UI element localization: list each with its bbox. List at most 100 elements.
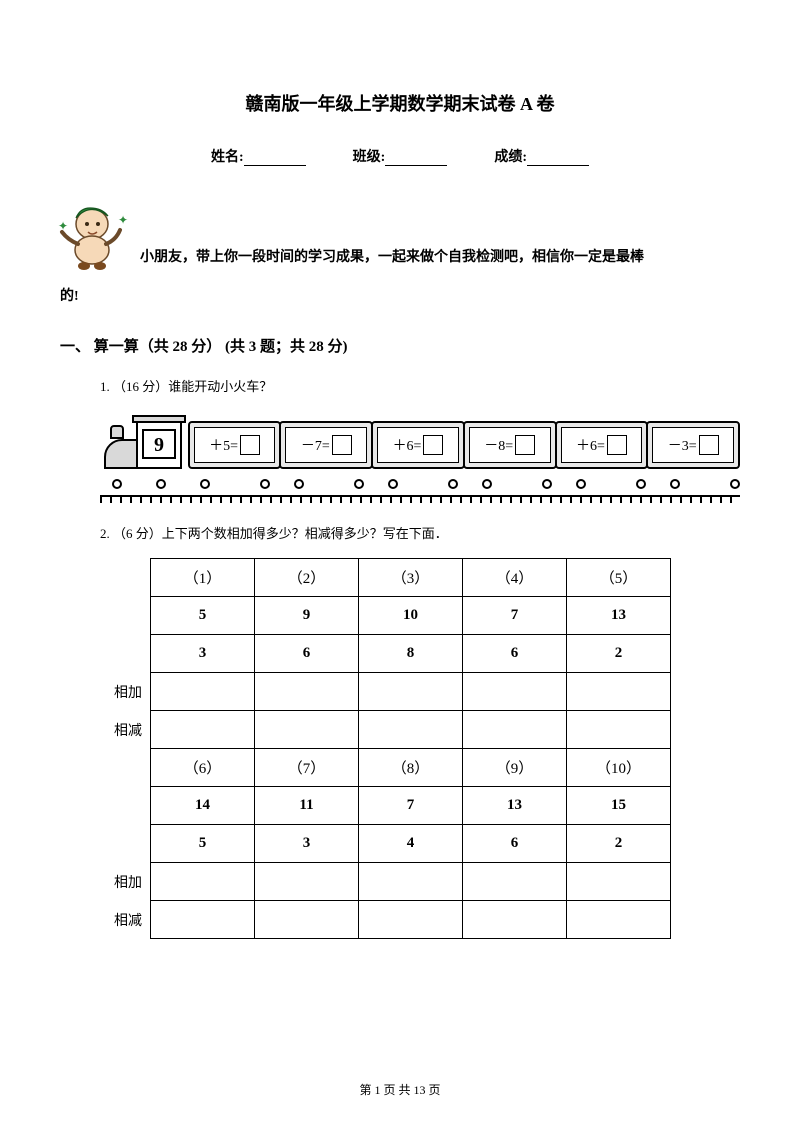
- b2-r2c2: 3: [255, 825, 359, 863]
- page-footer: 第 1 页 共 13 页: [0, 1081, 800, 1098]
- b2-add-4[interactable]: [463, 863, 567, 901]
- exam-title: 赣南版一年级上学期数学期末试卷 A 卷: [60, 90, 740, 116]
- b2-r2c4: 6: [463, 825, 567, 863]
- footer-prefix: 第: [359, 1083, 374, 1097]
- mascot-icon: ✦ ✦: [50, 194, 130, 274]
- car-5-answer[interactable]: [607, 435, 627, 455]
- train-car-5: ＋6=: [555, 421, 649, 469]
- b1-r2c3: 8: [359, 635, 463, 673]
- student-info-line: 姓名: 班级: 成绩:: [60, 146, 740, 166]
- intro-text-1: 小朋友，带上你一段时间的学习成果，一起来做个自我检测吧，相信你一定是最棒: [140, 243, 740, 274]
- b2-add-5[interactable]: [567, 863, 671, 901]
- car-1-expr: ＋5=: [209, 435, 238, 455]
- table-block-2: （6） （7） （8） （9） （10） 14 11 7 13 15 5 3 4: [150, 749, 671, 863]
- b1-sub-1[interactable]: [151, 711, 255, 749]
- b1-r1c2: 9: [255, 597, 359, 635]
- q2-table: （1） （2） （3） （4） （5） 5 9 10 7 13 3 6 8: [100, 558, 740, 939]
- row-label-sub-2: 相减: [100, 901, 150, 939]
- b2-add-2[interactable]: [255, 863, 359, 901]
- train-car-2: －7=: [279, 421, 373, 469]
- b1-add-4[interactable]: [463, 673, 567, 711]
- b2-r1c1: 14: [151, 787, 255, 825]
- train-start-number: 9: [142, 429, 176, 459]
- b1-add-2[interactable]: [255, 673, 359, 711]
- class-label: 班级:: [353, 150, 386, 165]
- b2-sub-2[interactable]: [255, 901, 359, 939]
- svg-text:✦: ✦: [118, 213, 128, 227]
- train-locomotive: 9: [100, 411, 190, 483]
- b1-r2c4: 6: [463, 635, 567, 673]
- footer-mid: 页 共: [380, 1083, 413, 1097]
- b2-sub-4[interactable]: [463, 901, 567, 939]
- b1-r1c1: 5: [151, 597, 255, 635]
- train-car-1: ＋5=: [188, 421, 282, 469]
- score-blank[interactable]: [527, 152, 589, 166]
- b1-r2c1: 3: [151, 635, 255, 673]
- car-5-expr: ＋6=: [576, 435, 605, 455]
- b2-h3: （8）: [359, 749, 463, 787]
- car-2-answer[interactable]: [332, 435, 352, 455]
- intro-text-2: 的!: [60, 282, 740, 313]
- b2-add-1[interactable]: [151, 863, 255, 901]
- car-6-answer[interactable]: [699, 435, 719, 455]
- b2-h5: （10）: [567, 749, 671, 787]
- b2-r2c1: 5: [151, 825, 255, 863]
- b2-r2c3: 4: [359, 825, 463, 863]
- table-block-1: （1） （2） （3） （4） （5） 5 9 10 7 13 3 6 8: [150, 558, 671, 673]
- svg-text:✦: ✦: [58, 219, 68, 233]
- b2-r1c4: 13: [463, 787, 567, 825]
- b1-sub-5[interactable]: [567, 711, 671, 749]
- car-1-answer[interactable]: [240, 435, 260, 455]
- b1-sub-3[interactable]: [359, 711, 463, 749]
- b1-add-3[interactable]: [359, 673, 463, 711]
- b2-r1c3: 7: [359, 787, 463, 825]
- score-label: 成绩:: [494, 150, 527, 165]
- intro-row: ✦ ✦ 小朋友，带上你一段时间的学习成果，一起来做个自我检测吧，相信你一定是最棒: [60, 194, 740, 274]
- footer-total: 13: [414, 1083, 426, 1097]
- footer-suffix: 页: [426, 1083, 441, 1097]
- b1-h5: （5）: [567, 559, 671, 597]
- car-4-expr: －8=: [484, 435, 513, 455]
- row-label-add-2: 相加: [100, 863, 150, 901]
- car-3-answer[interactable]: [423, 435, 443, 455]
- b2-r2c5: 2: [567, 825, 671, 863]
- row-label-sub-1: 相减: [100, 711, 150, 749]
- question-2: 2. （6 分）上下两个数相加得多少？相减得多少？写在下面．: [100, 523, 740, 542]
- class-blank[interactable]: [385, 152, 447, 166]
- b1-h2: （2）: [255, 559, 359, 597]
- b1-add-5[interactable]: [567, 673, 671, 711]
- b2-r1c5: 15: [567, 787, 671, 825]
- train-car-4: －8=: [463, 421, 557, 469]
- b2-sub-5[interactable]: [567, 901, 671, 939]
- name-blank[interactable]: [244, 152, 306, 166]
- b1-h4: （4）: [463, 559, 567, 597]
- car-3-expr: ＋6=: [393, 435, 422, 455]
- b1-sub-4[interactable]: [463, 711, 567, 749]
- b2-add-3[interactable]: [359, 863, 463, 901]
- b2-sub-3[interactable]: [359, 901, 463, 939]
- b2-h4: （9）: [463, 749, 567, 787]
- b2-h1: （6）: [151, 749, 255, 787]
- car-6-expr: －3=: [668, 435, 697, 455]
- train-car-6: －3=: [646, 421, 740, 469]
- car-2-expr: －7=: [301, 435, 330, 455]
- train-rail: [100, 489, 740, 503]
- b1-r1c3: 10: [359, 597, 463, 635]
- train-car-3: ＋6=: [371, 421, 465, 469]
- b1-h3: （3）: [359, 559, 463, 597]
- question-1: 1. （16 分）谁能开动小火车？: [100, 376, 740, 395]
- train-figure: 9 ＋5= －7= ＋6= －8= ＋6= －3=: [100, 411, 740, 483]
- row-label-add-1: 相加: [100, 673, 150, 711]
- b1-h1: （1）: [151, 559, 255, 597]
- b1-r2c5: 2: [567, 635, 671, 673]
- b1-r1c4: 7: [463, 597, 567, 635]
- page: 赣南版一年级上学期数学期末试卷 A 卷 姓名: 班级: 成绩: ✦ ✦: [0, 0, 800, 979]
- b1-add-1[interactable]: [151, 673, 255, 711]
- name-label: 姓名:: [211, 150, 244, 165]
- b2-sub-1[interactable]: [151, 901, 255, 939]
- b2-h2: （7）: [255, 749, 359, 787]
- car-4-answer[interactable]: [515, 435, 535, 455]
- b2-r1c2: 11: [255, 787, 359, 825]
- b1-r1c5: 13: [567, 597, 671, 635]
- b1-sub-2[interactable]: [255, 711, 359, 749]
